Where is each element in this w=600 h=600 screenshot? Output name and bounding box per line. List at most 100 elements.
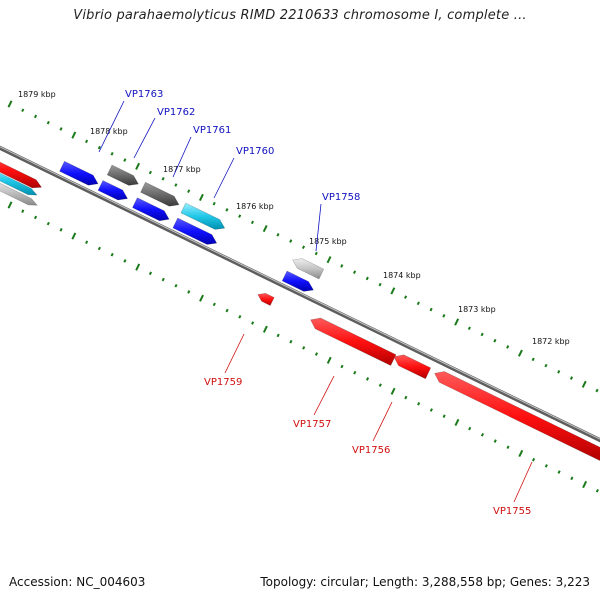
features-layer bbox=[0, 153, 600, 463]
outer-tick bbox=[416, 301, 420, 306]
outer-tick bbox=[123, 158, 127, 162]
outer-tick bbox=[33, 114, 38, 119]
inner-tick bbox=[417, 401, 421, 406]
outer-tick bbox=[174, 183, 178, 187]
outer-tick bbox=[250, 220, 255, 225]
feature-gray[interactable] bbox=[140, 181, 180, 207]
inner-tick bbox=[276, 333, 280, 338]
outer-tick bbox=[7, 100, 13, 108]
inner-tick bbox=[506, 445, 510, 450]
feature-blue[interactable] bbox=[132, 197, 170, 222]
gene-label-forward[interactable]: VP1758 bbox=[322, 192, 360, 203]
inner-tick bbox=[135, 263, 141, 271]
outer-tick bbox=[225, 208, 229, 212]
feature-light[interactable] bbox=[292, 258, 325, 280]
outer-tick bbox=[480, 332, 484, 337]
outer-tick bbox=[340, 264, 344, 268]
outer-tick bbox=[187, 189, 191, 193]
feature-blue[interactable] bbox=[59, 160, 99, 186]
leader-line bbox=[213, 157, 235, 199]
outer-tick bbox=[59, 127, 63, 131]
outer-tick bbox=[71, 131, 77, 139]
accession-text: Accession: NC_004603 bbox=[9, 575, 146, 589]
inner-tick bbox=[314, 352, 319, 356]
inner-tick bbox=[289, 339, 293, 344]
inner-tick bbox=[468, 426, 472, 431]
gene-label-reverse[interactable]: VP1755 bbox=[493, 506, 531, 517]
inner-tick bbox=[174, 283, 178, 288]
outer-tick bbox=[352, 270, 357, 274]
genome-backbone-highlight bbox=[0, 146, 600, 440]
outer-tick bbox=[390, 287, 396, 295]
gene-label-forward[interactable]: VP1761 bbox=[193, 125, 231, 136]
gene-label-reverse[interactable]: VP1757 bbox=[293, 419, 331, 430]
inner-tick bbox=[378, 383, 382, 387]
outer-tick bbox=[378, 282, 382, 287]
feature-edge-red[interactable] bbox=[0, 153, 43, 189]
gene-label-forward[interactable]: VP1763 bbox=[125, 89, 163, 100]
inner-tick bbox=[544, 464, 548, 468]
inner-tick bbox=[454, 418, 460, 426]
kbp-label: 1874 kbp bbox=[383, 271, 421, 280]
outer-tick bbox=[442, 314, 446, 318]
outer-tick bbox=[531, 357, 535, 362]
inner-tick bbox=[238, 315, 242, 319]
inner-tick bbox=[582, 480, 588, 489]
feature-edge-gray[interactable] bbox=[0, 178, 38, 206]
outer-tick bbox=[135, 162, 141, 170]
feature-red[interactable] bbox=[434, 371, 600, 463]
inner-tick bbox=[404, 395, 408, 400]
inner-tick bbox=[353, 370, 357, 375]
feature-cyan[interactable] bbox=[180, 202, 226, 230]
map-title: Vibrio parahaemolyticus RIMD 2210633 chr… bbox=[73, 8, 527, 23]
feature-gray[interactable] bbox=[106, 164, 139, 186]
feature-edge-cyan[interactable] bbox=[0, 166, 38, 196]
outer-tick bbox=[21, 108, 25, 113]
outer-tick bbox=[289, 239, 293, 243]
outer-tick bbox=[493, 338, 497, 343]
kbp-label: 1873 kbp bbox=[458, 305, 496, 314]
inner-tick bbox=[262, 325, 268, 333]
inner-tick bbox=[161, 277, 165, 282]
inner-tick bbox=[340, 364, 344, 369]
feature-red[interactable] bbox=[310, 317, 397, 366]
inner-tick bbox=[442, 414, 446, 418]
outer-tick bbox=[85, 139, 89, 144]
outer-tick bbox=[506, 345, 510, 349]
feature-blue[interactable] bbox=[97, 180, 128, 201]
feature-red[interactable] bbox=[257, 292, 275, 306]
outer-tick bbox=[110, 152, 114, 156]
feature-red[interactable] bbox=[393, 354, 432, 380]
inner-tick bbox=[518, 449, 524, 458]
kbp-label: 1879 kbp bbox=[18, 90, 56, 99]
inner-tick bbox=[557, 470, 561, 474]
inner-tick bbox=[365, 377, 370, 381]
outer-tick bbox=[518, 349, 523, 357]
inner-tick bbox=[123, 259, 127, 263]
feature-blue[interactable] bbox=[281, 270, 314, 292]
gene-label-forward[interactable]: VP1760 bbox=[236, 146, 274, 157]
outer-tick bbox=[467, 326, 471, 331]
inner-tick bbox=[480, 433, 485, 437]
leader-line bbox=[133, 117, 156, 159]
feature-blue[interactable] bbox=[172, 217, 218, 245]
leader-line bbox=[315, 203, 322, 252]
inner-tick bbox=[33, 215, 38, 220]
gene-label-reverse[interactable]: VP1759 bbox=[204, 377, 242, 388]
outer-tick bbox=[595, 388, 599, 393]
outer-tick bbox=[569, 376, 574, 380]
gene-label-reverse[interactable]: VP1756 bbox=[352, 445, 390, 456]
outer-tick bbox=[404, 295, 408, 299]
inner-tick bbox=[85, 240, 89, 245]
outer-tick bbox=[238, 214, 242, 218]
gene-label-forward[interactable]: VP1762 bbox=[157, 107, 195, 118]
inner-tick bbox=[148, 271, 153, 276]
inner-tick bbox=[531, 457, 536, 462]
outer-tick bbox=[161, 176, 165, 181]
inner-tick bbox=[570, 476, 574, 481]
outer-tick bbox=[148, 170, 152, 175]
outer-tick bbox=[301, 245, 306, 250]
inner-tick bbox=[390, 387, 396, 395]
outer-tick bbox=[365, 276, 369, 281]
outer-tick bbox=[212, 201, 216, 206]
